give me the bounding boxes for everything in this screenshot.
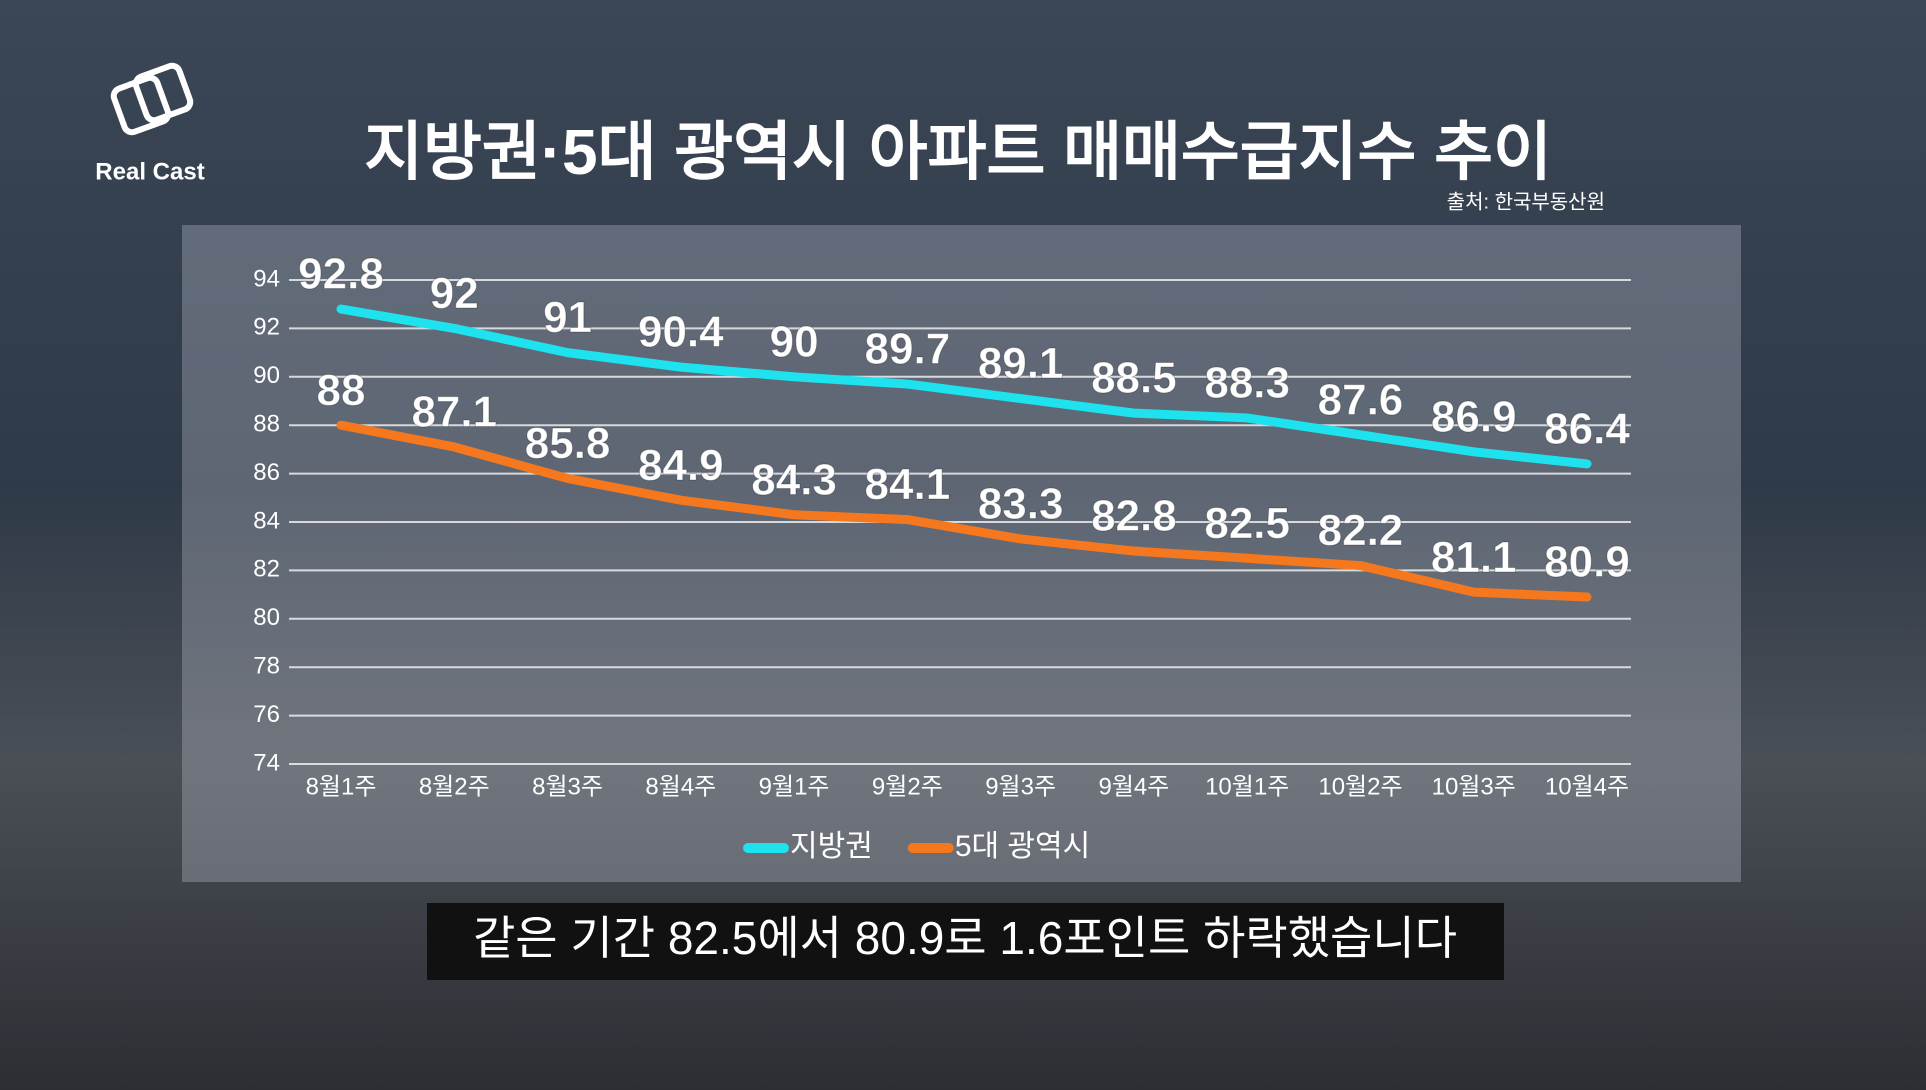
x-tick-label: 8월3주 — [532, 773, 603, 800]
data-label: 87.1 — [411, 388, 497, 437]
y-tick-label: 84 — [253, 507, 280, 534]
data-label: 88 — [317, 366, 366, 415]
y-tick-label: 74 — [253, 749, 280, 776]
data-label: 83.3 — [978, 480, 1064, 529]
x-tick-label: 8월2주 — [419, 773, 490, 800]
chart-title: 지방권·5대 광역시 아파트 매매수급지수 추이 — [364, 116, 1552, 188]
y-tick-label: 82 — [253, 556, 280, 583]
data-label: 89.1 — [978, 339, 1064, 388]
data-label: 90.4 — [638, 308, 724, 357]
data-label: 86.4 — [1544, 405, 1630, 454]
line — [336, 304, 1592, 469]
y-tick-label: 78 — [253, 653, 280, 680]
y-tick-label: 92 — [253, 314, 280, 341]
caption-box — [427, 903, 1504, 980]
x-tick-label: 8월4주 — [645, 773, 716, 800]
data-label: 92 — [430, 269, 479, 318]
data-label: 87.6 — [1318, 376, 1404, 425]
x-tick-label: 8월1주 — [306, 773, 377, 800]
data-label: 90 — [770, 317, 819, 366]
x-tick-label: 9월4주 — [1098, 773, 1169, 800]
data-label: 88.3 — [1204, 359, 1290, 408]
line — [336, 420, 1592, 602]
x-tick-label: 10월4주 — [1545, 773, 1629, 800]
x-tick-label: 10월2주 — [1318, 773, 1402, 800]
data-label: 84.9 — [638, 441, 724, 490]
data-label: 84.3 — [751, 455, 837, 504]
x-tick-label: 10월1주 — [1205, 773, 1289, 800]
y-tick-label: 86 — [253, 459, 280, 486]
y-tick-label: 90 — [253, 362, 280, 389]
y-tick-label: 76 — [253, 701, 280, 728]
data-label: 82.5 — [1204, 499, 1290, 548]
y-tick-label: 94 — [253, 265, 280, 292]
x-tick-label: 9월1주 — [759, 773, 830, 800]
logo-icon — [110, 62, 194, 136]
x-tick-label: 10월3주 — [1432, 773, 1516, 800]
chart-panel — [182, 225, 1741, 882]
y-tick-label: 88 — [253, 411, 280, 438]
x-tick-label: 9월3주 — [985, 773, 1056, 800]
source: 출처: 한국부동산원 — [1447, 190, 1605, 213]
data-label: 81.1 — [1431, 533, 1517, 582]
legend-label: 5대 광역시 — [955, 830, 1090, 863]
brand: Real Cast — [95, 158, 204, 185]
data-label: 92.8 — [298, 250, 384, 299]
data-label: 86.9 — [1431, 392, 1517, 441]
x-tick-label: 9월2주 — [872, 773, 943, 800]
legend-label: 지방권 — [790, 830, 873, 863]
data-label: 80.9 — [1544, 538, 1630, 587]
caption: 같은 기간 82.5에서 80.9로 1.6포인트 하락했습니다 — [473, 912, 1457, 964]
data-label: 91 — [543, 293, 592, 342]
data-label: 88.5 — [1091, 354, 1177, 403]
data-label: 84.1 — [865, 460, 951, 509]
data-label: 89.7 — [865, 325, 951, 374]
data-label: 85.8 — [525, 419, 611, 468]
data-label: 82.2 — [1318, 506, 1404, 555]
y-tick-label: 80 — [253, 604, 280, 631]
data-label: 82.8 — [1091, 492, 1177, 541]
